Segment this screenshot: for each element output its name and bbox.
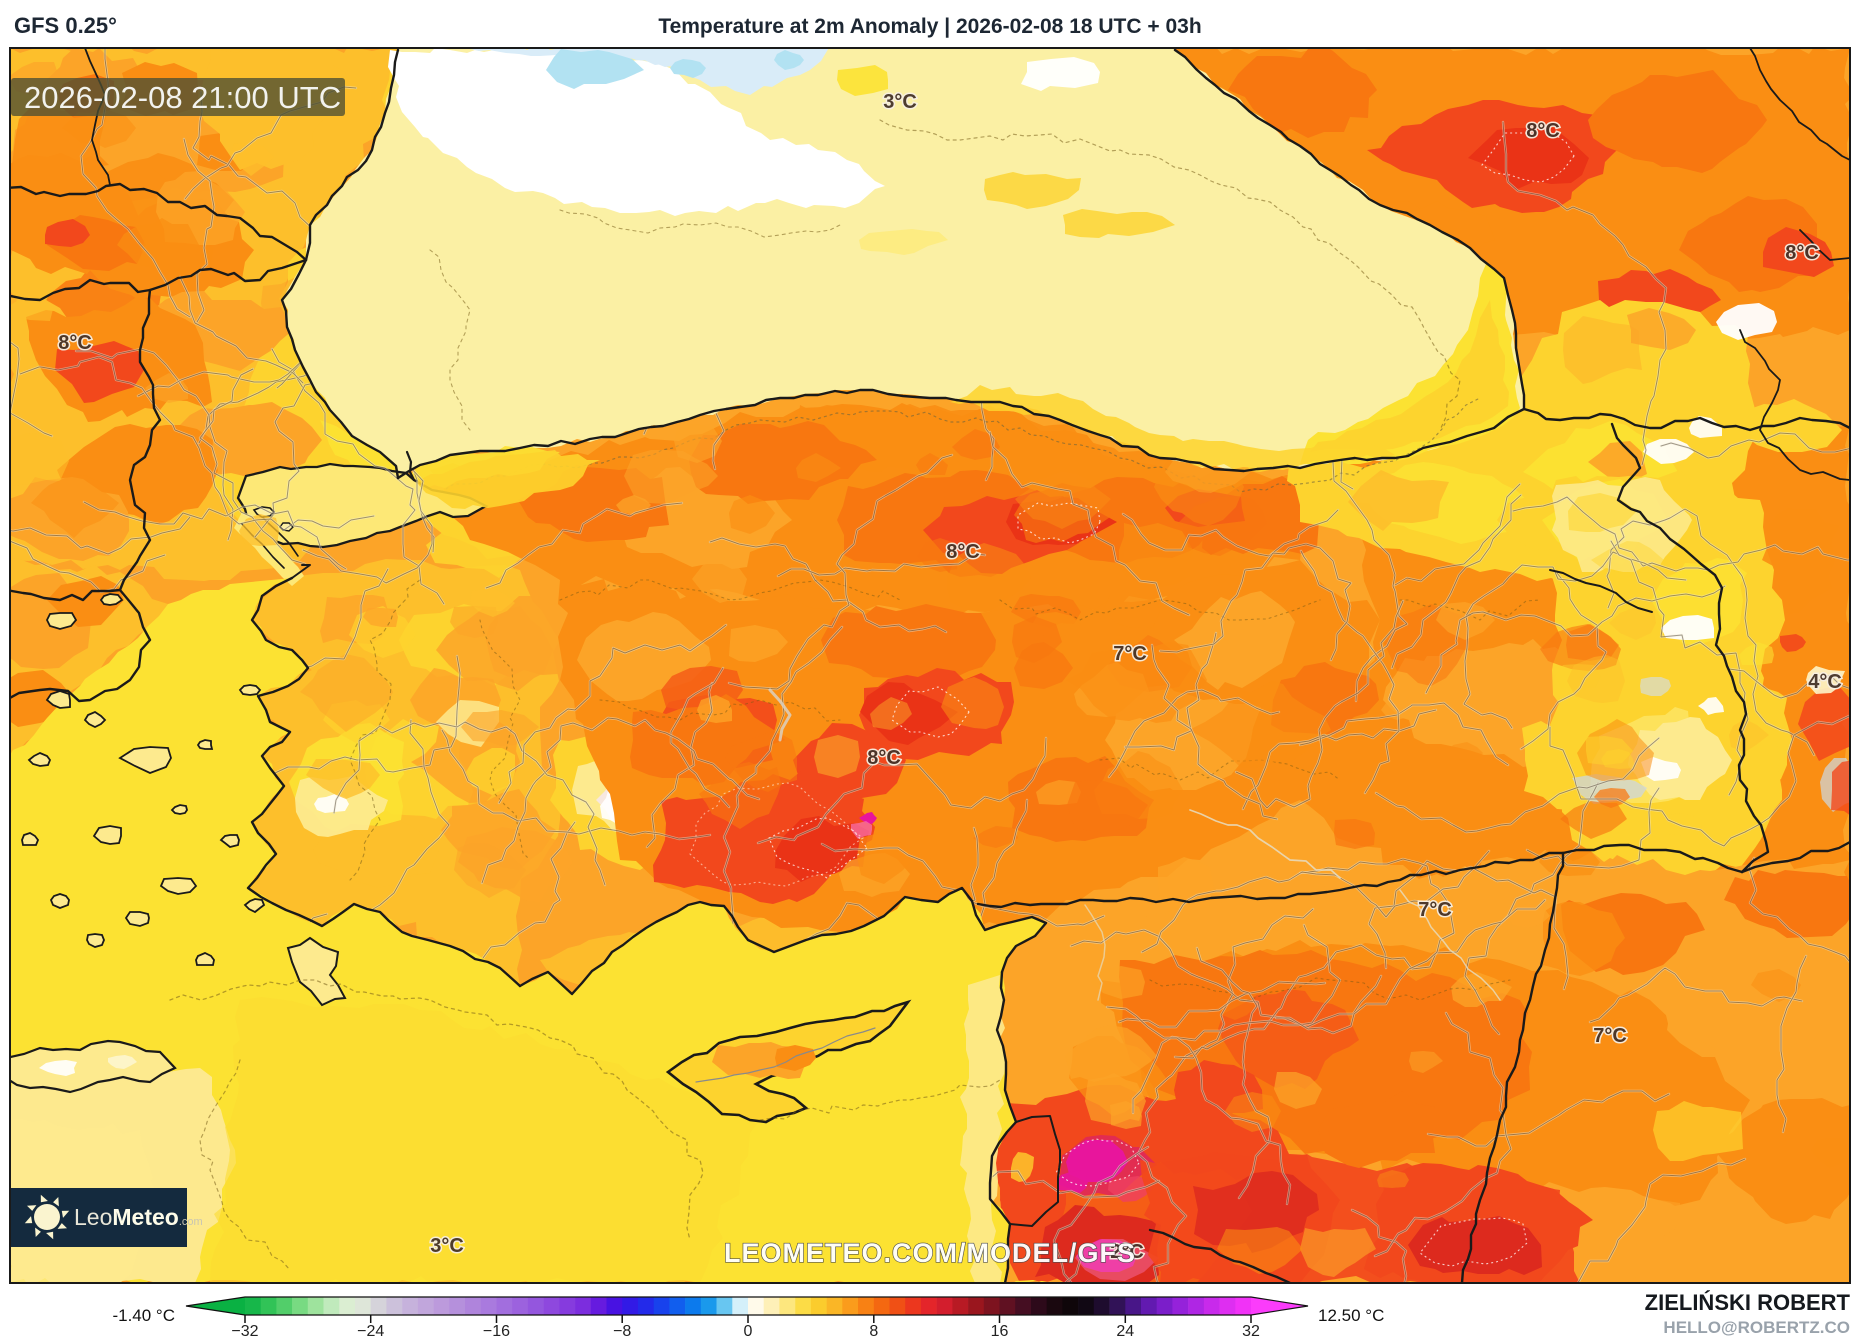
svg-text:7°C: 7°C: [1113, 643, 1147, 665]
svg-text:2026-02-08 21:00 UTC: 2026-02-08 21:00 UTC: [24, 80, 341, 115]
svg-text:8°C: 8°C: [1785, 242, 1819, 264]
svg-text:7°C: 7°C: [1593, 1025, 1627, 1047]
svg-text:2°C: 2°C: [1110, 1241, 1144, 1263]
svg-text:3°C: 3°C: [883, 91, 917, 113]
svg-text:−32: −32: [231, 1323, 258, 1338]
svg-text:HELLO@ROBERTZ.CO: HELLO@ROBERTZ.CO: [1663, 1318, 1850, 1337]
svg-text:GFS 0.25°: GFS 0.25°: [14, 13, 117, 38]
svg-text:32: 32: [1242, 1323, 1260, 1338]
svg-text:8°C: 8°C: [946, 541, 980, 563]
svg-text:7°C: 7°C: [1418, 899, 1452, 921]
svg-text:ZIELIŃSKI ROBERT: ZIELIŃSKI ROBERT: [1645, 1290, 1851, 1315]
svg-text:−16: −16: [483, 1323, 510, 1338]
svg-text:16: 16: [991, 1323, 1009, 1338]
svg-text:24: 24: [1116, 1323, 1134, 1338]
svg-text:8: 8: [869, 1323, 878, 1338]
svg-text:3°C: 3°C: [430, 1235, 464, 1257]
svg-text:8°C: 8°C: [1526, 120, 1560, 142]
svg-text:LEOMETEO.COM/MODEL/GFS: LEOMETEO.COM/MODEL/GFS: [724, 1238, 1136, 1268]
svg-text:8°C: 8°C: [867, 747, 901, 769]
svg-text:4°C: 4°C: [1808, 671, 1842, 693]
svg-text:0: 0: [744, 1323, 753, 1338]
svg-text:Temperature at 2m Anomaly | 20: Temperature at 2m Anomaly | 2026-02-08 1…: [658, 15, 1201, 38]
svg-text:12.50 °C: 12.50 °C: [1318, 1306, 1384, 1325]
svg-text:−8: −8: [613, 1323, 631, 1338]
svg-text:8°C: 8°C: [58, 332, 92, 354]
svg-text:−24: −24: [357, 1323, 384, 1338]
svg-text:-1.40 °C: -1.40 °C: [112, 1306, 175, 1325]
